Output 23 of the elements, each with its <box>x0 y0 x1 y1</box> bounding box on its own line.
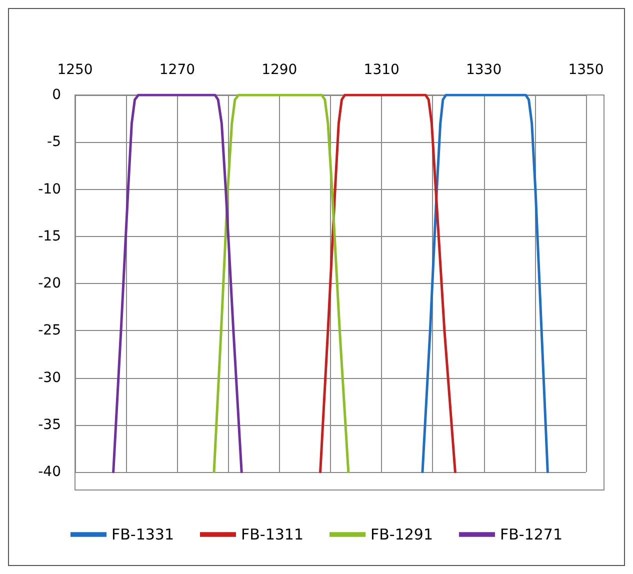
y-tick-label: 0 <box>52 87 61 103</box>
line-series <box>112 94 243 474</box>
y-tick-label: -40 <box>38 464 61 480</box>
legend-label: FB-1291 <box>370 526 434 544</box>
x-tick-label: 1290 <box>262 62 298 78</box>
x-tick-label: 1270 <box>159 62 196 78</box>
y-tick-label: -30 <box>38 370 61 386</box>
legend-label: FB-1271 <box>500 526 563 544</box>
x-tick-label: 1310 <box>364 62 400 78</box>
y-tick-label: -20 <box>38 276 61 292</box>
line-series <box>319 94 456 474</box>
line-series <box>212 94 350 474</box>
legend-label: FB-1311 <box>240 526 304 544</box>
line-series <box>421 94 549 474</box>
y-tick-label: -25 <box>38 322 61 339</box>
x-tick-label: 1350 <box>568 62 604 78</box>
y-tick-label: -35 <box>38 416 61 433</box>
y-tick-label: -10 <box>38 181 61 198</box>
y-tick-label: -15 <box>38 228 61 244</box>
legend-label: FB-1331 <box>111 526 174 544</box>
y-tick-label: -5 <box>47 134 61 150</box>
x-tick-label: 1330 <box>466 62 502 78</box>
x-tick-label: 1250 <box>57 62 93 78</box>
